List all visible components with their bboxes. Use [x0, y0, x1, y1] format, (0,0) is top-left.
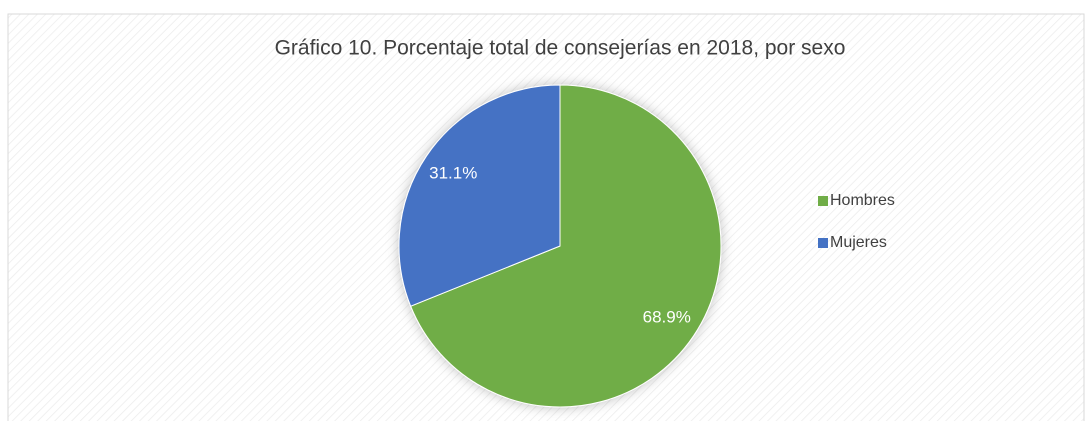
legend-label: Hombres	[830, 192, 895, 209]
pie	[398, 84, 722, 408]
value-label: 31.1%	[429, 163, 477, 182]
value-label: 68.9%	[643, 308, 691, 327]
pie-slice	[398, 84, 561, 307]
pie-slice	[410, 84, 722, 408]
legend-label: Mujeres	[830, 234, 887, 251]
legend-swatch	[818, 196, 828, 206]
legend-swatch	[818, 238, 828, 248]
chart-title: Gráfico 10. Porcentaje total de consejer…	[275, 37, 846, 60]
